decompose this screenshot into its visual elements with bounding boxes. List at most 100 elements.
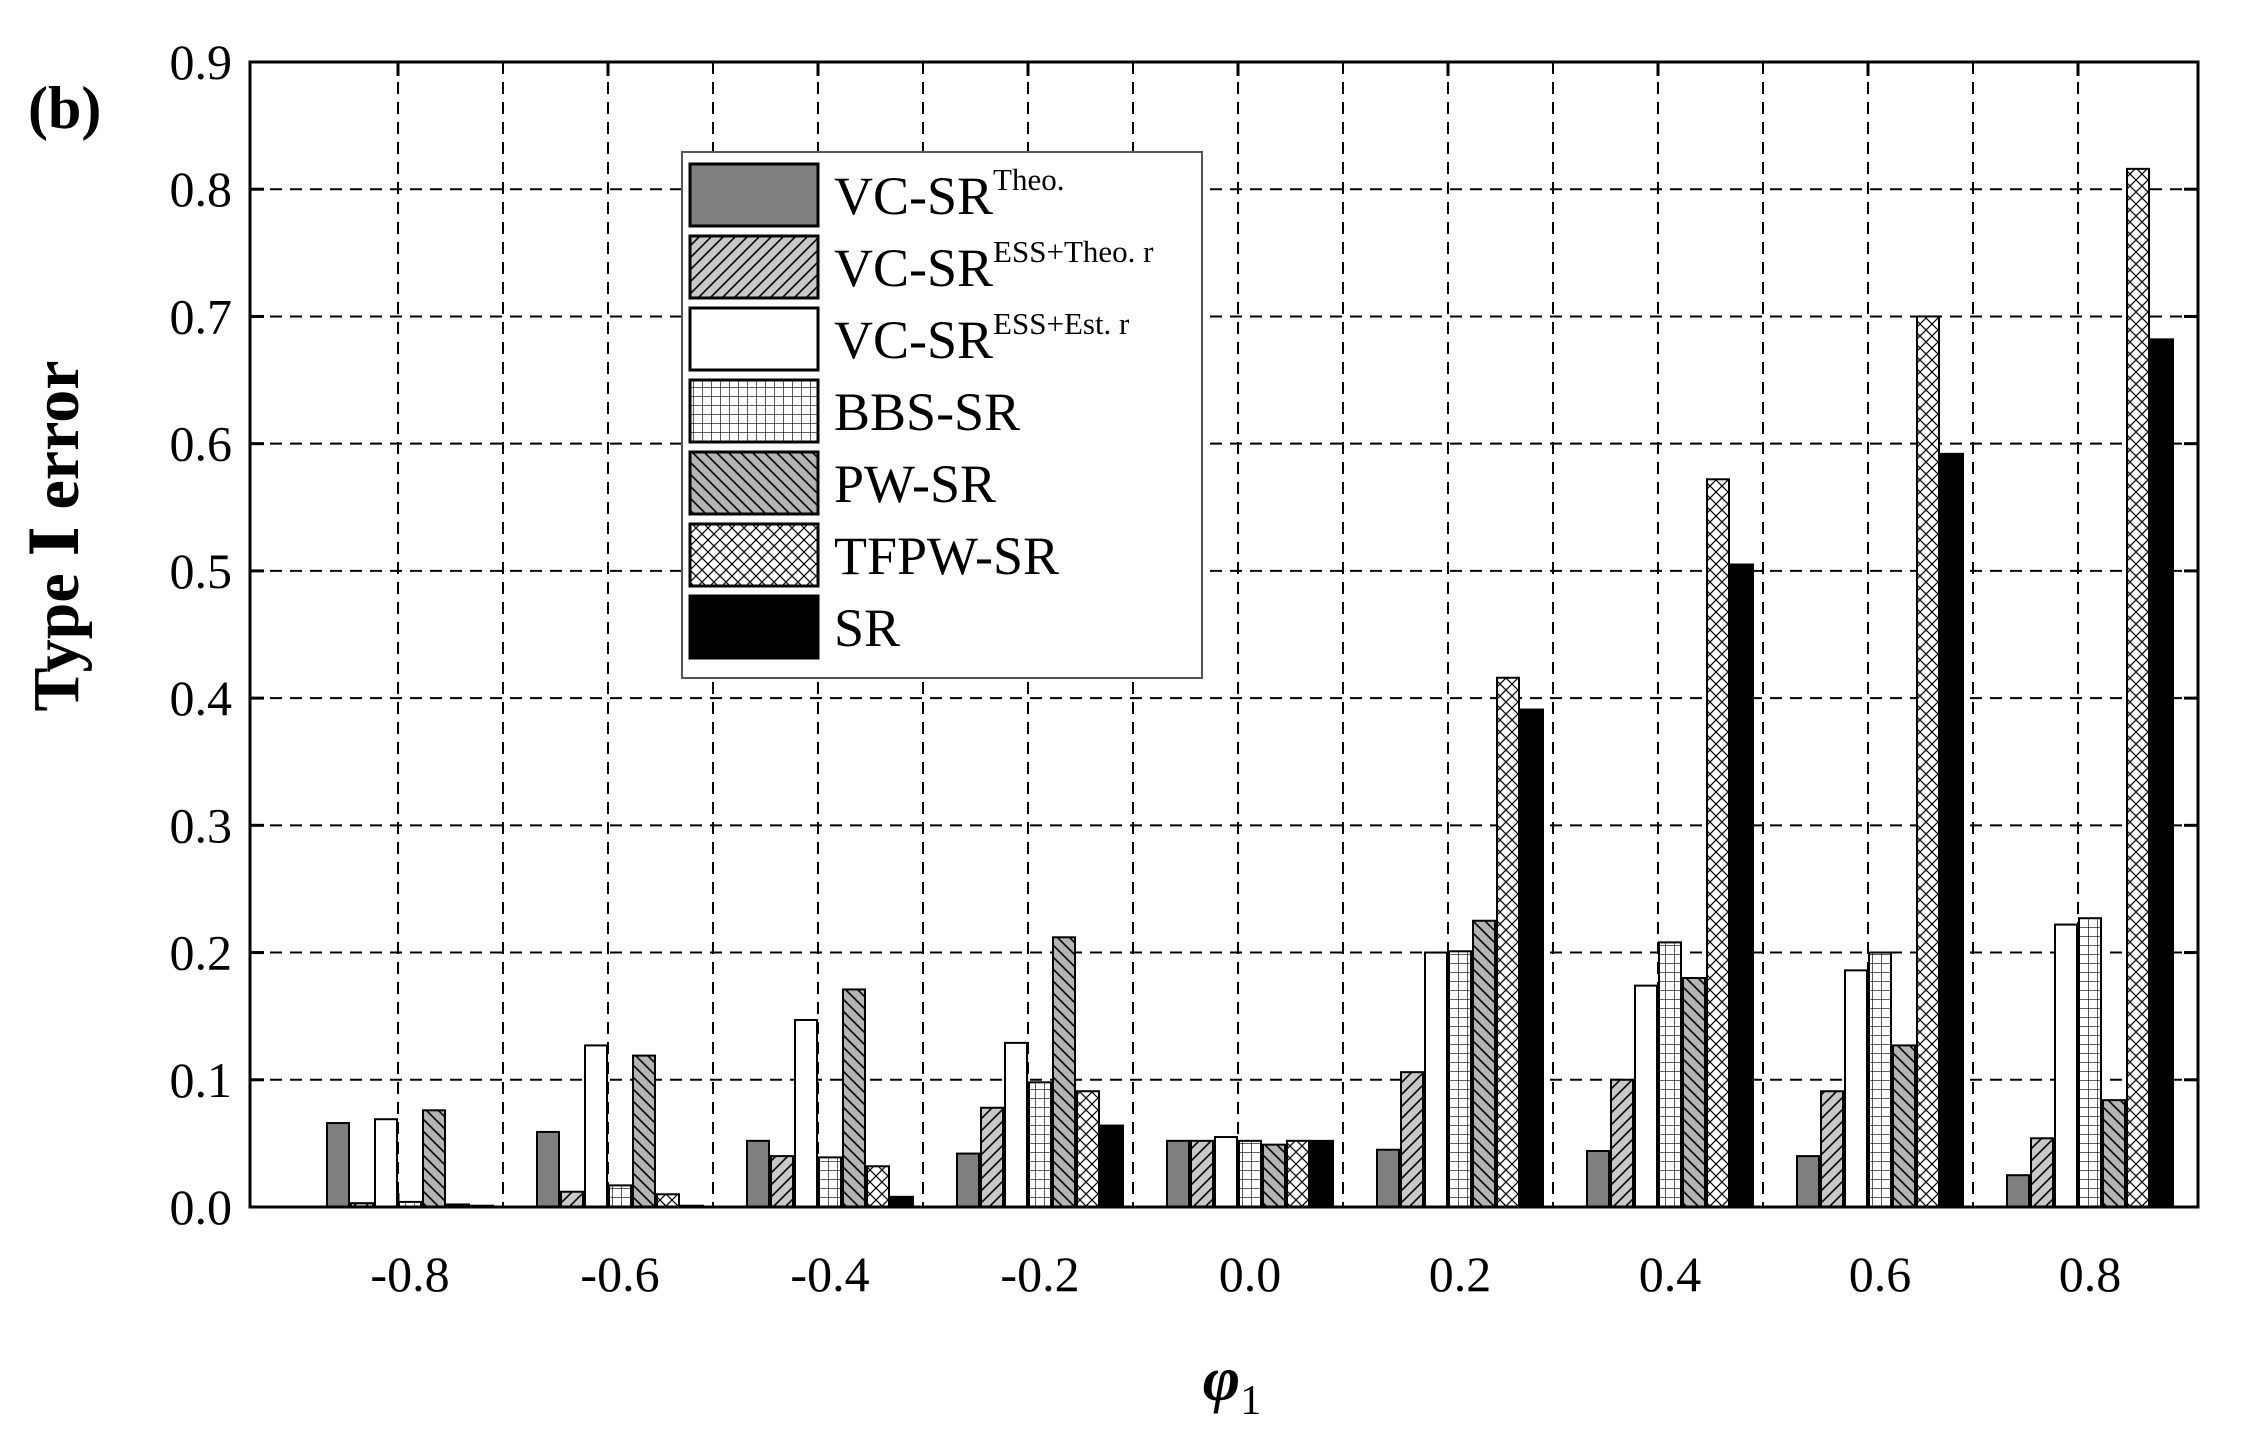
bar-tfpw-sr-0.4 <box>1706 478 1730 1208</box>
legend-label-name: TFPW-SR <box>834 526 1059 586</box>
y-tick-label: 0.4 <box>170 670 233 726</box>
bar-sr-0.6 <box>1940 452 1964 1209</box>
y-tick-label: 0.3 <box>170 797 233 853</box>
bar-vc-sr-ess-est-r-0.4 <box>1634 984 1658 1209</box>
bar-vc-sr-theo---0.8 <box>326 1122 350 1208</box>
x-axis-label-subscript: 1 <box>1240 1378 1261 1424</box>
y-tick-label: 0.6 <box>170 416 233 472</box>
bar-pw-sr--0.8 <box>422 1109 446 1209</box>
bar-vc-sr-ess-theo-r-0.4 <box>1610 1078 1634 1209</box>
legend-label-name: PW-SR <box>834 454 996 514</box>
bar-tfpw-sr--0.4 <box>866 1165 890 1209</box>
bar-vc-sr-theo---0.4 <box>746 1139 770 1209</box>
x-tick-label: 0.2 <box>1429 1246 1492 1302</box>
bar-vc-sr-ess-est-r--0.6 <box>584 1044 608 1208</box>
legend-swatch <box>688 162 820 228</box>
bar-vc-sr-ess-theo-r-0.2 <box>1400 1071 1424 1208</box>
x-tick-label: 0.6 <box>1849 1246 1912 1302</box>
x-tick-label: 0.4 <box>1639 1246 1702 1302</box>
x-tick-label: -0.2 <box>1000 1246 1079 1302</box>
bar-tfpw-sr-0.2 <box>1496 676 1520 1208</box>
panel-label: (b) <box>28 75 101 141</box>
x-tick-label: 0.8 <box>2059 1246 2122 1302</box>
y-tick-label: 0.2 <box>170 925 233 981</box>
legend-label: VC-SRESS+Theo. r <box>834 234 1154 298</box>
bar-vc-sr-theo---0.6 <box>536 1130 560 1208</box>
y-tick-label: 0.5 <box>170 543 233 599</box>
bar-bbs-sr-0.2 <box>1448 950 1472 1208</box>
gridlines <box>250 62 2198 1207</box>
bar-vc-sr-theo--0.0 <box>1166 1139 1190 1209</box>
bar-bbs-sr--0.6 <box>608 1184 632 1208</box>
plot-frame <box>248 60 2200 1209</box>
y-tick-label: 0.7 <box>170 288 233 344</box>
bar-bbs-sr-0.0 <box>1238 1139 1262 1209</box>
bar-vc-sr-ess-est-r-0.2 <box>1424 951 1448 1208</box>
legend: VC-SRTheo.VC-SRESS+Theo. rVC-SRESS+Est. … <box>681 151 1203 679</box>
y-tick-label: 0.9 <box>170 34 233 90</box>
bar-pw-sr-0.8 <box>2102 1099 2126 1208</box>
bar-vc-sr-ess-theo-r--0.6 <box>560 1190 584 1208</box>
bar-vc-sr-ess-est-r--0.8 <box>374 1118 398 1209</box>
x-tick-label: 0.0 <box>1219 1246 1282 1302</box>
legend-swatch <box>688 450 820 516</box>
bar-vc-sr-theo--0.6 <box>1796 1155 1820 1208</box>
y-tick-label: 0.0 <box>170 1179 233 1235</box>
legend-label-name: BBS-SR <box>834 382 1020 442</box>
bar-vc-sr-ess-theo-r-0.8 <box>2030 1137 2054 1209</box>
x-tick-label: -0.6 <box>580 1246 659 1302</box>
legend-label-superscript: ESS+Est. r <box>993 306 1130 341</box>
bar-sr-0.8 <box>2150 338 2174 1209</box>
bar-vc-sr-ess-theo-r-0.6 <box>1820 1090 1844 1209</box>
legend-label-superscript: Theo. <box>993 162 1064 197</box>
bar-tfpw-sr-0.0 <box>1286 1139 1310 1209</box>
bar-tfpw-sr-0.6 <box>1916 315 1940 1208</box>
axes: 0.0 0.1 0.2 0.3 0.4 0.5 0.6 0.7 0.8 0.9 -0.8 -0.6 -0… <box>170 34 2198 1302</box>
bar-tfpw-sr--0.6 <box>656 1193 680 1209</box>
bar-vc-sr-ess-est-r--0.4 <box>794 1018 818 1208</box>
bar-pw-sr-0.2 <box>1472 919 1496 1208</box>
bar-vc-sr-theo--0.2 <box>1376 1148 1400 1208</box>
bar-pw-sr-0.6 <box>1892 1044 1916 1208</box>
bar-vc-sr-ess-theo-r-0.0 <box>1190 1139 1214 1209</box>
legend-label: BBS-SR <box>834 382 1020 442</box>
bar-bbs-sr-0.8 <box>2078 917 2102 1208</box>
bar-pw-sr--0.6 <box>632 1054 656 1209</box>
bar-sr-0.4 <box>1730 563 1754 1208</box>
bar-bbs-sr--0.4 <box>818 1156 842 1208</box>
legend-label-superscript: ESS+Theo. r <box>993 234 1154 269</box>
bar-bbs-sr--0.2 <box>1028 1081 1052 1209</box>
y-tick-label: 0.1 <box>170 1052 233 1108</box>
bar-sr--0.2 <box>1100 1124 1124 1208</box>
legend-label-name: VC-SR <box>834 166 993 226</box>
legend-label-name: VC-SR <box>834 310 993 370</box>
legend-label-name: VC-SR <box>834 238 993 298</box>
legend-label: SR <box>834 598 900 658</box>
x-tick-label: -0.8 <box>370 1246 449 1302</box>
bar-vc-sr-ess-theo-r--0.4 <box>770 1155 794 1208</box>
bar-vc-sr-theo---0.2 <box>956 1152 980 1208</box>
legend-swatch <box>688 522 820 588</box>
bar-pw-sr--0.2 <box>1052 936 1076 1208</box>
x-axis-label-symbol: φ <box>1203 1343 1240 1414</box>
bar-vc-sr-ess-est-r-0.8 <box>2054 923 2078 1208</box>
bar-tfpw-sr--0.2 <box>1076 1090 1100 1209</box>
bar-pw-sr-0.0 <box>1262 1143 1286 1209</box>
legend-swatch <box>688 378 820 444</box>
legend-label: VC-SRESS+Est. r <box>834 306 1130 370</box>
bars <box>326 167 2174 1209</box>
bar-vc-sr-ess-est-r-0.0 <box>1214 1136 1238 1209</box>
bar-sr-0.0 <box>1310 1139 1334 1209</box>
legend-label: PW-SR <box>834 454 996 514</box>
legend-swatch <box>688 234 820 300</box>
y-axis-label: Type Ⅰ error <box>20 361 93 712</box>
legend-label-name: SR <box>834 598 900 658</box>
bar-tfpw-sr-0.8 <box>2126 167 2150 1208</box>
legend-label: VC-SRTheo. <box>834 162 1065 226</box>
bar-pw-sr--0.4 <box>842 988 866 1209</box>
x-tick-label: -0.4 <box>790 1246 869 1302</box>
bar-vc-sr-ess-theo-r--0.2 <box>980 1106 1004 1209</box>
bar-vc-sr-ess-est-r--0.2 <box>1004 1041 1028 1208</box>
legend-label: TFPW-SR <box>834 526 1059 586</box>
